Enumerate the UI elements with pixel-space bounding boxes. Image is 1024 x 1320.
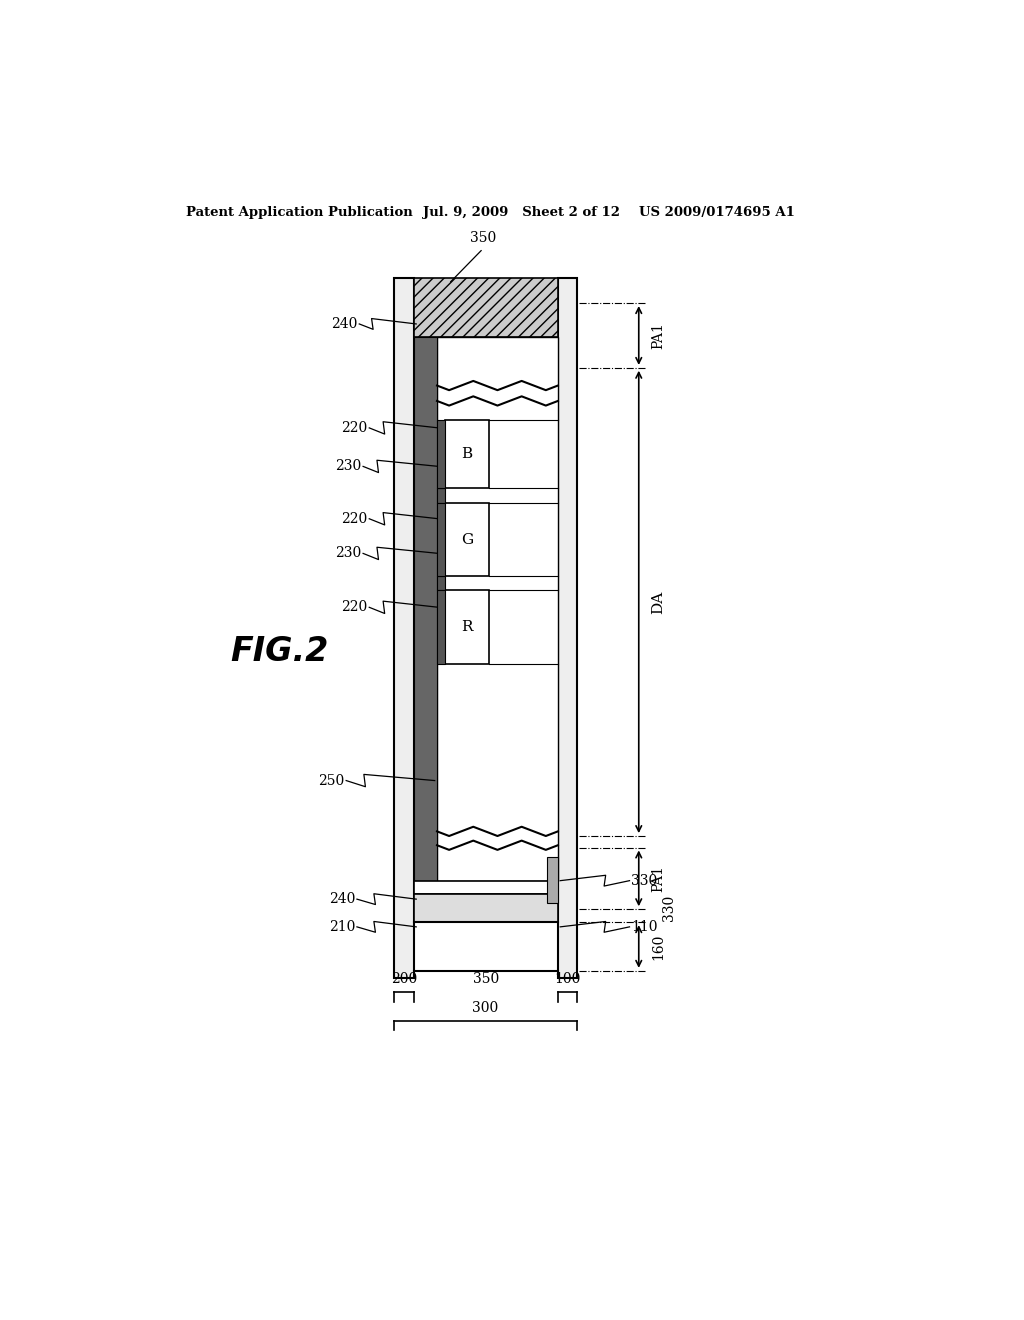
Text: 160: 160: [651, 933, 665, 960]
Text: 200: 200: [391, 972, 417, 986]
Text: B: B: [462, 447, 473, 461]
Text: 330: 330: [631, 874, 657, 887]
Text: 220: 220: [341, 512, 368, 525]
Text: US 2009/0174695 A1: US 2009/0174695 A1: [639, 206, 795, 219]
Bar: [444, 590, 489, 664]
Bar: [414, 337, 437, 880]
Text: G: G: [461, 532, 473, 546]
Text: 230: 230: [335, 546, 361, 561]
Text: PA1: PA1: [651, 322, 665, 348]
Text: 230: 230: [335, 459, 361, 474]
Text: Patent Application Publication: Patent Application Publication: [186, 206, 413, 219]
Text: 330: 330: [662, 895, 676, 921]
Bar: [437, 488, 444, 503]
Bar: [437, 337, 558, 880]
Text: 250: 250: [318, 774, 345, 788]
Bar: [437, 576, 444, 590]
Text: 240: 240: [329, 892, 355, 906]
Text: 300: 300: [472, 1001, 499, 1015]
Bar: [437, 503, 444, 576]
Text: R: R: [461, 619, 473, 634]
Bar: [414, 894, 558, 923]
Bar: [444, 503, 489, 576]
Bar: [414, 277, 558, 337]
Text: 220: 220: [341, 601, 368, 614]
Bar: [437, 420, 444, 488]
Bar: [444, 420, 489, 488]
Text: 350: 350: [470, 231, 497, 244]
Bar: [558, 277, 578, 978]
Bar: [414, 880, 558, 894]
Bar: [414, 847, 558, 880]
Bar: [437, 590, 444, 664]
Text: Jul. 9, 2009   Sheet 2 of 12: Jul. 9, 2009 Sheet 2 of 12: [423, 206, 621, 219]
Text: 220: 220: [341, 421, 368, 434]
Text: 240: 240: [332, 317, 357, 331]
Text: PA1: PA1: [651, 865, 665, 892]
Text: DA: DA: [651, 590, 665, 614]
Text: 110: 110: [631, 920, 657, 933]
Text: 210: 210: [329, 920, 355, 933]
Text: FIG.2: FIG.2: [230, 635, 329, 668]
Bar: [547, 857, 558, 903]
Bar: [394, 277, 414, 978]
Text: 350: 350: [473, 972, 499, 986]
Text: 100: 100: [554, 972, 581, 986]
